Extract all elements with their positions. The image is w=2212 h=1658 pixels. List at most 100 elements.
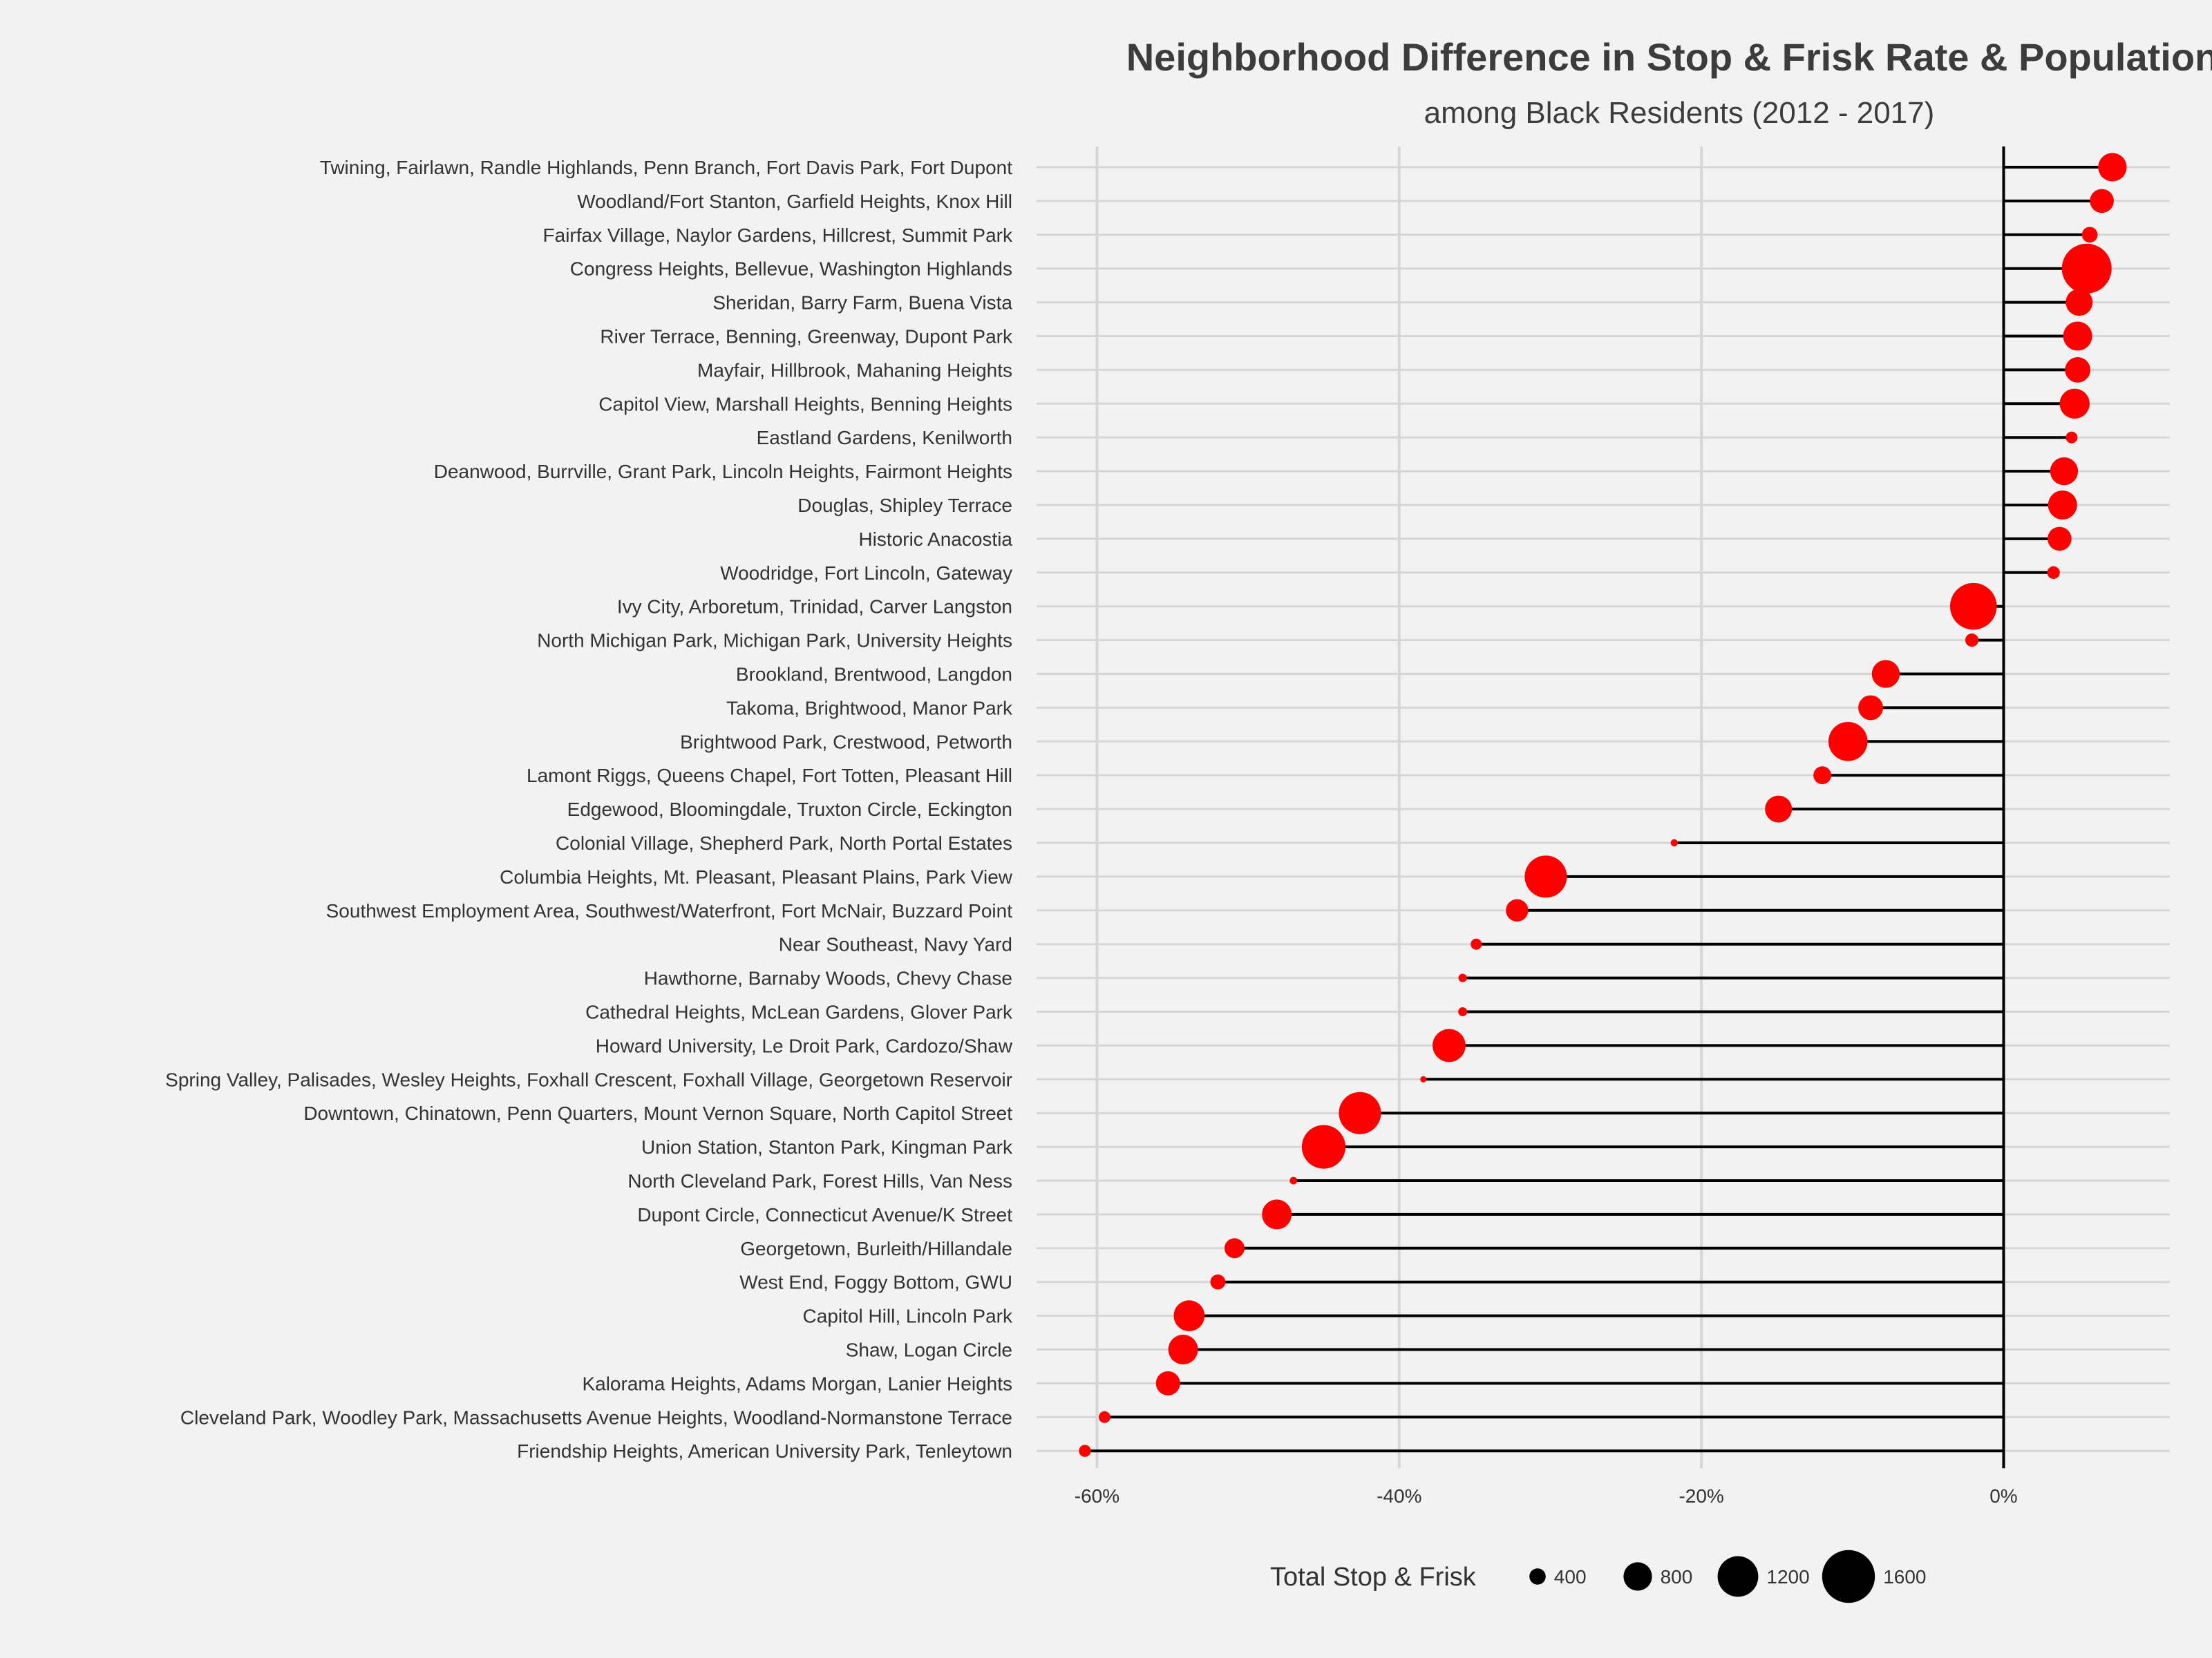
lollipop-point xyxy=(2090,189,2114,213)
category-label: North Michigan Park, Michigan Park, Univ… xyxy=(537,630,1012,651)
grid-lines xyxy=(1037,146,2170,1469)
lollipop-stems xyxy=(1084,166,2112,1453)
category-label: Twining, Fairlawn, Randle Highlands, Pen… xyxy=(320,157,1012,178)
lollipop-point xyxy=(2059,388,2090,419)
chart-subtitle: among Black Residents (2012 - 2017) xyxy=(1424,96,1935,130)
lollipop-point xyxy=(1173,1300,1205,1331)
category-label: Capitol Hill, Lincoln Park xyxy=(803,1306,1013,1327)
lollipop-point xyxy=(1098,1411,1110,1423)
lollipop-point xyxy=(1506,899,1529,922)
category-label: Dupont Circle, Connecticut Avenue/K Stre… xyxy=(637,1204,1012,1226)
category-label: Capitol View, Marshall Heights, Benning … xyxy=(598,393,1012,414)
lollipop-point xyxy=(1301,1125,1346,1169)
category-label: Woodridge, Fort Lincoln, Gateway xyxy=(720,562,1012,584)
category-label: Brookland, Brentwood, Langdon xyxy=(736,664,1012,685)
lollipop-point xyxy=(1289,1176,1298,1185)
x-tick-label: -20% xyxy=(1679,1485,1723,1507)
lollipop-point xyxy=(1858,695,1883,721)
category-label: Union Station, Stanton Park, Kingman Par… xyxy=(641,1136,1013,1158)
lollipop-point xyxy=(2098,153,2127,182)
lollipop-point xyxy=(2081,227,2098,243)
lollipop-point xyxy=(1458,973,1467,982)
category-label: Howard University, Le Droit Park, Cardoz… xyxy=(596,1035,1013,1056)
category-label: Kalorama Heights, Adams Morgan, Lanier H… xyxy=(582,1373,1012,1394)
legend-size-label: 1600 xyxy=(1883,1566,1926,1588)
legend-size-circle xyxy=(1717,1556,1759,1597)
lollipop-point xyxy=(2047,566,2060,579)
legend-title: Total Stop & Frisk xyxy=(1270,1563,1477,1592)
lollipop-point xyxy=(1433,1029,1466,1063)
lollipop-point xyxy=(1965,633,1979,647)
lollipop-point xyxy=(1871,660,1900,688)
category-label: Spring Valley, Palisades, Wesley Heights… xyxy=(165,1069,1012,1090)
category-label: Eastland Gardens, Kenilworth xyxy=(757,427,1012,448)
category-label: Edgewood, Bloomingdale, Truxton Circle, … xyxy=(567,799,1012,820)
category-label: Downtown, Chinatown, Penn Quarters, Moun… xyxy=(303,1103,1012,1124)
lollipop-point xyxy=(1079,1445,1091,1457)
category-label: North Cleveland Park, Forest Hills, Van … xyxy=(627,1170,1012,1192)
legend-size-circle xyxy=(1623,1562,1652,1591)
category-label: River Terrace, Benning, Greenway, Dupont… xyxy=(600,326,1013,347)
category-label: Brightwood Park, Crestwood, Petworth xyxy=(680,731,1012,752)
x-tick-label: -40% xyxy=(1377,1485,1421,1507)
lollipop-point xyxy=(2066,289,2093,316)
lollipop-point xyxy=(2066,431,2078,444)
lollipop-point xyxy=(2048,526,2072,551)
category-labels: Twining, Fairlawn, Randle Highlands, Pen… xyxy=(165,157,1013,1462)
lollipop-point xyxy=(2065,357,2091,383)
lollipop-point xyxy=(1155,1371,1180,1395)
category-label: Shaw, Logan Circle xyxy=(846,1340,1012,1361)
lollipop-point xyxy=(2048,490,2077,520)
legend-items: 400 800 1200 1600 xyxy=(1529,1550,1926,1603)
category-label: Fairfax Village, Naylor Gardens, Hillcre… xyxy=(543,225,1013,246)
size-legend: Total Stop & Frisk 400 800 1200 1600 xyxy=(1270,1550,1926,1603)
lollipop-point xyxy=(1420,1076,1427,1083)
lollipop-point xyxy=(1225,1238,1245,1259)
category-label: Ivy City, Arboretum, Trinidad, Carver La… xyxy=(617,596,1012,618)
chart-title: Neighborhood Difference in Stop & Frisk … xyxy=(1126,35,2212,79)
category-label: Columbia Heights, Mt. Pleasant, Pleasant… xyxy=(500,866,1013,888)
lollipop-point xyxy=(1813,766,1831,785)
category-label: Friendship Heights, American University … xyxy=(517,1440,1012,1462)
category-label: Georgetown, Burleith/Hillandale xyxy=(740,1238,1012,1259)
lollipop-point xyxy=(2061,243,2112,294)
lollipop-point xyxy=(1458,1007,1468,1017)
lollipop-point xyxy=(1828,722,1868,761)
lollipop-point xyxy=(1670,839,1678,847)
category-label: Colonial Village, Shepherd Park, North P… xyxy=(556,832,1012,854)
category-label: Lamont Riggs, Queens Chapel, Fort Totten… xyxy=(527,765,1012,786)
lollipop-points xyxy=(1079,153,2127,1457)
x-tick-label: 0% xyxy=(1989,1485,2017,1507)
legend-size-circle xyxy=(1529,1568,1546,1585)
lollipop-point xyxy=(2050,457,2079,486)
category-label: Deanwood, Burrville, Grant Park, Lincoln… xyxy=(434,461,1012,482)
lollipop-point xyxy=(1210,1274,1226,1290)
x-axis-tick-labels: -60% -40% -20% 0% xyxy=(1075,1485,2018,1507)
x-tick-label: -60% xyxy=(1075,1485,1119,1507)
category-label: Near Southeast, Navy Yard xyxy=(779,934,1012,955)
legend-size-label: 800 xyxy=(1661,1566,1693,1588)
lollipop-point xyxy=(1471,938,1482,950)
lollipop-point xyxy=(1765,795,1793,823)
lollipop-point xyxy=(1524,855,1567,898)
category-label: Hawthorne, Barnaby Woods, Chevy Chase xyxy=(644,968,1012,989)
category-label: Takoma, Brightwood, Manor Park xyxy=(726,697,1013,718)
legend-size-label: 1200 xyxy=(1766,1566,1809,1588)
lollipop-point xyxy=(2063,321,2092,351)
category-label: Southwest Employment Area, Southwest/Wat… xyxy=(326,900,1013,922)
legend-size-label: 400 xyxy=(1554,1566,1587,1588)
lollipop-point xyxy=(1949,582,1997,630)
lollipop-point xyxy=(1262,1199,1292,1230)
category-label: Sheridan, Barry Farm, Buena Vista xyxy=(712,292,1012,314)
category-label: Cathedral Heights, McLean Gardens, Glove… xyxy=(585,1002,1013,1023)
category-label: Woodland/Fort Stanton, Garfield Heights,… xyxy=(577,191,1012,212)
category-label: Historic Anacostia xyxy=(858,528,1012,550)
category-label: Mayfair, Hillbrook, Mahaning Heights xyxy=(697,359,1012,381)
lollipop-point xyxy=(1339,1092,1381,1134)
category-label: Congress Heights, Bellevue, Washington H… xyxy=(570,258,1012,280)
lollipop-point xyxy=(1168,1335,1198,1364)
legend-size-circle xyxy=(1822,1550,1875,1603)
category-label: Cleveland Park, Woodley Park, Massachuse… xyxy=(180,1407,1012,1428)
category-label: Douglas, Shipley Terrace xyxy=(797,495,1012,516)
